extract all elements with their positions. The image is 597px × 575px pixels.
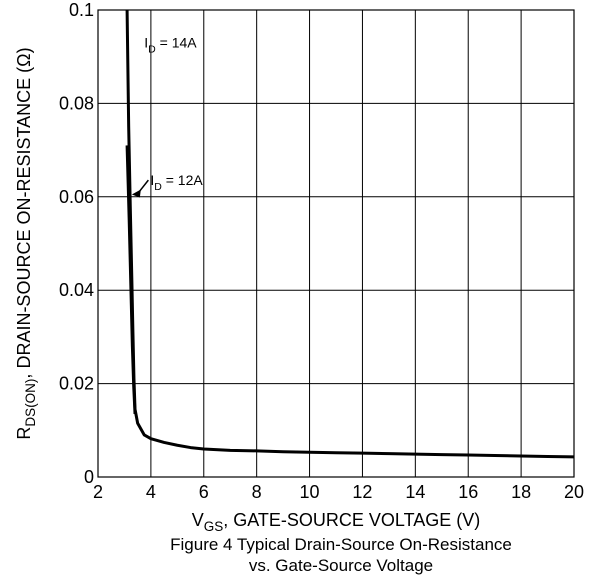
y-tick-label: 0.04 [59, 280, 94, 300]
x-tick-label: 14 [405, 482, 425, 502]
x-tick-label: 4 [146, 482, 156, 502]
id-14a-label: ID = 14A [144, 34, 197, 55]
y-tick-label: 0.06 [59, 187, 94, 207]
y-tick-label: 0.1 [69, 0, 94, 20]
y-tick-label: 0 [84, 467, 94, 487]
x-tick-label: 6 [199, 482, 209, 502]
x-tick-label: 8 [252, 482, 262, 502]
series-layer [125, 9, 575, 459]
x-tick-label: 12 [352, 482, 372, 502]
x-tick-label: 16 [458, 482, 478, 502]
x-tick-label: 18 [511, 482, 531, 502]
axis-layer: 2 4 6 8 10 12 14 16 18 20 0 0.02 0.04 0.06 0.08 0.1 [59, 0, 584, 502]
y-tick-label: 0.08 [59, 93, 94, 113]
y-axis-label: RDS(ON), DRAIN-SOURCE ON-RESISTANCE (Ω) [14, 47, 38, 439]
series-line-id12 [125, 145, 137, 415]
figure-caption-line: Figure 4 Typical Drain-Source On-Resista… [170, 535, 512, 554]
plot-frame [97, 9, 575, 478]
grid-layer [97, 9, 575, 478]
x-tick-label: 20 [564, 482, 584, 502]
x-tick-label: 2 [93, 482, 103, 502]
label-layer: VGS, GATE-SOURCE VOLTAGE (V) RDS(ON), DRA… [14, 47, 512, 575]
x-tick-label: 10 [300, 482, 320, 502]
annotation-arrow-head [131, 189, 141, 198]
annotation-layer: ID = 14A ID = 12A [131, 34, 203, 198]
series-line-id14 [125, 9, 575, 459]
x-axis-label: VGS, GATE-SOURCE VOLTAGE (V) [192, 510, 481, 534]
y-tick-label: 0.02 [59, 374, 94, 394]
id-12a-label: ID = 12A [150, 172, 203, 193]
figure-caption-line: vs. Gate-Source Voltage [249, 556, 433, 575]
